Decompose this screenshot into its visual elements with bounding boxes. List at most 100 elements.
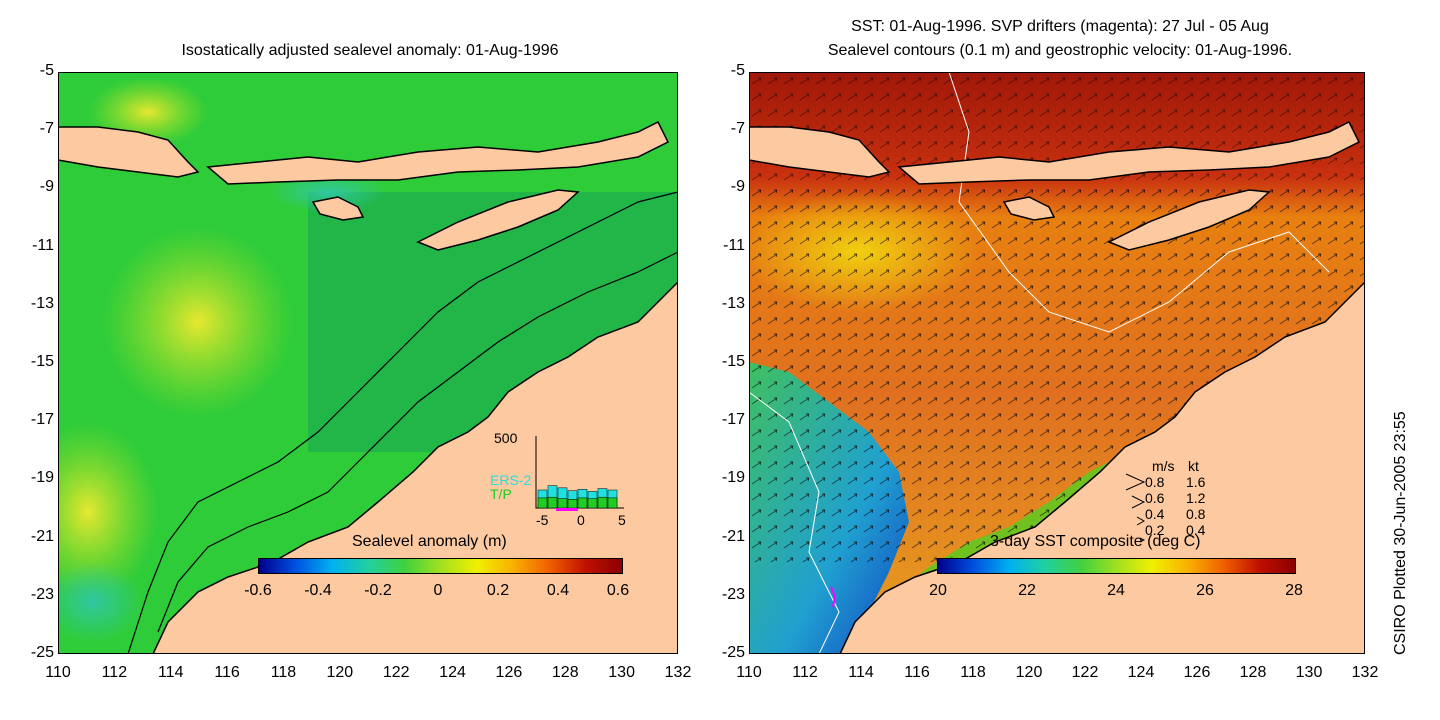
left-x-tick: 130 [608,664,635,681]
right-x-tick: 112 [792,664,818,681]
right-x-tick: 118 [960,664,986,681]
inset-magenta-marker [556,508,578,511]
velocity-legend-ms: 0.6 [1145,490,1165,506]
inset-histogram [535,436,624,511]
inset-bar-tp [607,497,618,509]
left-x-tick: 110 [45,664,71,681]
sla-low-blob [58,562,143,642]
lesser-sunda-land [206,120,670,185]
velocity-legend-kt: 0.4 [1186,522,1206,538]
velocity-legend-kt: 1.6 [1186,474,1206,490]
left-x-tick: 126 [495,664,523,681]
left-y-tick: -25 [30,644,54,661]
left-x-tick: 122 [382,664,410,681]
inset-bar-tp [587,498,598,509]
right-map-frame [749,72,1365,654]
inset-bar-tp [597,496,608,509]
left-x-tick: 118 [270,664,297,681]
right-y-tick: -11 [723,236,745,254]
right-x-tick: 124 [1127,664,1155,681]
right-x-tick: 128 [1239,664,1267,681]
drifter-track [830,586,837,608]
right-colorbar-label: 3-day SST composite (deg C) [990,533,1201,550]
sla-high-blob-2 [58,422,158,602]
right-y-tick: -13 [721,294,745,312]
timor-land-r [1107,189,1271,251]
right-y-tick: -7 [730,120,745,138]
left-y-tick: -13 [30,294,54,312]
bathymetry-contour [127,191,678,654]
right-cb-tick: 26 [1196,582,1214,599]
sumba-land-r [1002,196,1056,221]
java-land-r [749,126,891,178]
left-y-tick: -15 [30,353,54,370]
inset-bar-tp [567,499,578,509]
inset-series-ers2: ERS-2 [490,472,532,488]
left-x-tick: 120 [326,664,354,681]
left-y-tick: -5 [39,62,54,79]
left-cb-tick: -0.4 [304,582,332,599]
right-y-tick: -15 [721,353,745,370]
velocity-legend-header-ms: m/s [1152,458,1175,474]
velocity-legend-header-kt: kt [1188,458,1199,474]
right-x-tick: 122 [1071,664,1099,681]
left-cb-tick: -0.2 [364,582,392,599]
right-x-tick: 114 [848,664,874,681]
right-y-tick: -9 [730,178,745,196]
right-x-tick: 116 [904,664,930,681]
side-plot-label: CSIRO Plotted 30-Jun-2005 23:55 [1392,411,1409,655]
left-cb-tick: 0.6 [606,582,630,599]
sla-high-blob [103,227,293,417]
right-cb-tick: 24 [1107,582,1125,599]
left-x-tick: 132 [664,664,692,681]
left-x-tick: 114 [157,664,184,681]
left-y-tick: -21 [30,527,54,545]
left-cb-tick: 0 [433,582,443,599]
inset-xtick: 0 [577,512,585,528]
left-x-tick: 116 [214,664,240,681]
java-land [58,126,200,178]
sealevel-contour-2 [749,391,840,654]
right-x-tick: 130 [1295,664,1323,681]
velocity-legend-arrows [1125,473,1146,543]
right-y-tick: -19 [721,469,745,487]
inset-series-tp: T/P [490,486,512,502]
sumba-land [311,196,365,221]
left-cb-tick: 0.4 [546,582,570,599]
right-x-tick: 126 [1183,664,1211,681]
left-y-tick: -23 [30,585,54,603]
velocity-legend-ms: 0.2 [1145,522,1165,538]
left-y-tick: -11 [32,236,54,254]
timor-land [416,189,580,251]
velocity-legend-kt: 1.2 [1186,490,1206,506]
left-cb-tick: -0.6 [244,582,272,599]
velocity-legend-kt: 0.8 [1186,506,1206,522]
left-y-tick: -9 [39,178,54,196]
left-x-tick: 128 [551,664,579,681]
right-cb-tick: 28 [1285,582,1303,599]
left-y-tick: -19 [30,469,54,487]
inset-bar-tp [547,496,558,509]
left-x-tick: 112 [101,664,128,681]
right-x-tick: 120 [1015,664,1043,681]
velocity-legend-ms: 0.4 [1145,506,1165,522]
right-colorbar [937,558,1296,574]
inset-xtick: -5 [536,512,549,528]
velocity-legend-ms: 0.8 [1145,474,1165,490]
right-y-tick: -17 [721,411,745,429]
inset-bar-tp [557,498,568,509]
inset-xtick: 5 [618,512,626,528]
lesser-sunda-land-r [897,120,1361,185]
left-y-tick: -17 [30,411,54,429]
right-y-tick: -5 [730,62,745,79]
left-map-frame [58,72,678,654]
right-x-tick: 132 [1351,664,1379,681]
left-colorbar-label: Sealevel anomaly (m) [352,533,507,550]
right-cb-tick: 22 [1018,582,1036,599]
right-y-tick: -21 [721,527,745,545]
right-y-tick: -25 [721,644,745,661]
right-panel-title-line2: Sealevel contours (0.1 m) and geostrophi… [827,42,1293,59]
left-panel-title: Isostatically adjusted sealevel anomaly:… [181,42,559,59]
inset-ymax: 500 [494,430,518,446]
right-cb-tick: 20 [929,582,947,599]
